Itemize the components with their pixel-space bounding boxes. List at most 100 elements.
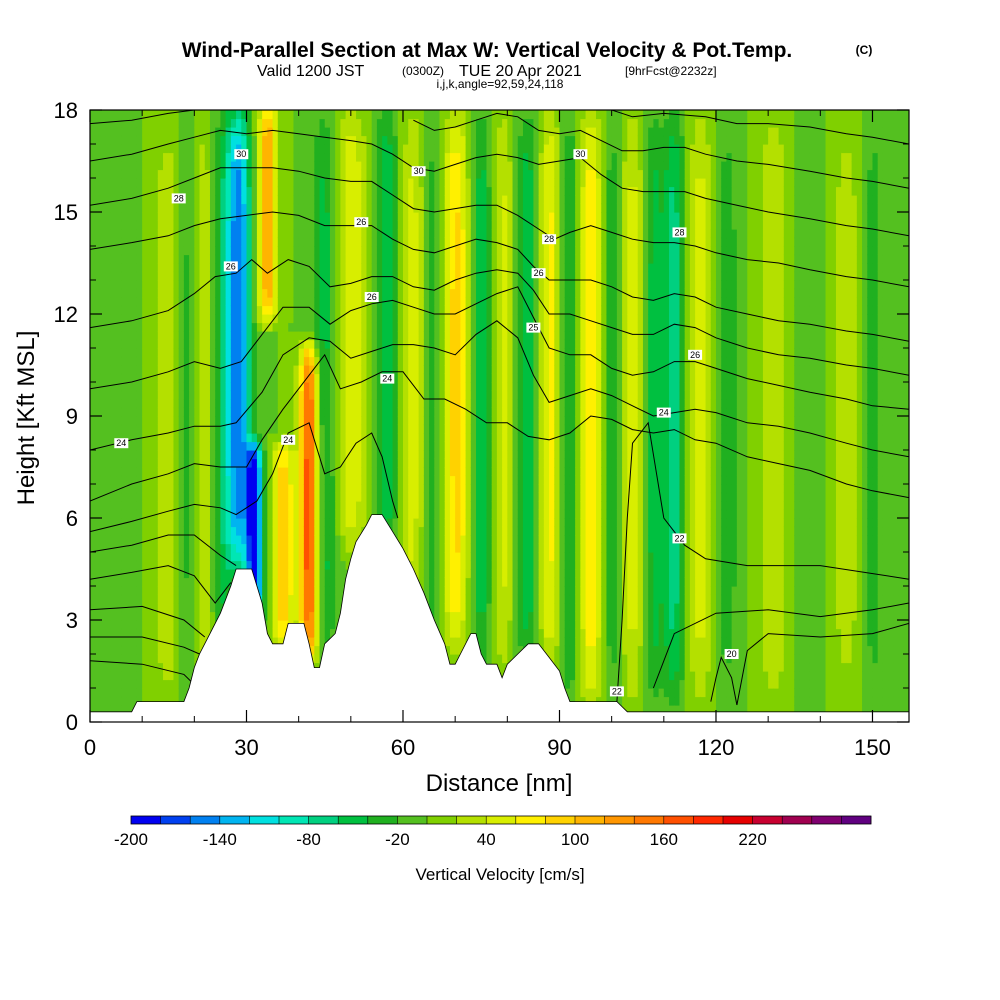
velocity-cell [100, 671, 107, 681]
velocity-cell [267, 458, 274, 468]
velocity-cell [189, 458, 195, 468]
velocity-cell [100, 229, 107, 239]
velocity-cell [366, 127, 373, 137]
velocity-cell [189, 237, 195, 247]
velocity-cell [324, 297, 331, 307]
velocity-cell [387, 509, 394, 519]
velocity-cell [397, 322, 404, 332]
velocity-cell [283, 220, 289, 230]
velocity-cell [189, 654, 195, 664]
velocity-cell [434, 280, 441, 290]
velocity-cell [246, 543, 253, 553]
velocity-cell [293, 305, 300, 315]
velocity-cell [126, 484, 133, 494]
velocity-cell [382, 331, 388, 341]
velocity-cell [157, 220, 164, 230]
velocity-cell [350, 365, 357, 375]
velocity-cell [152, 135, 159, 145]
velocity-cell [241, 424, 248, 434]
velocity-cell [444, 195, 451, 205]
velocity-cell [121, 628, 128, 638]
velocity-cell [397, 535, 404, 545]
velocity-cell [136, 348, 143, 358]
velocity-cell [163, 271, 169, 281]
velocity-cell [277, 339, 284, 349]
velocity-cell [121, 560, 128, 570]
velocity-cell [204, 144, 211, 154]
velocity-cell [392, 152, 399, 162]
velocity-cell [303, 603, 310, 613]
velocity-cell [423, 169, 430, 179]
velocity-cell [439, 356, 446, 366]
velocity-cell [319, 577, 326, 587]
velocity-cell [209, 144, 216, 154]
velocity-cell [209, 280, 216, 290]
velocity-cell [183, 552, 190, 562]
velocity-cell [329, 433, 336, 443]
velocity-cell [283, 178, 289, 188]
velocity-cell [230, 399, 237, 409]
velocity-cell [361, 305, 368, 315]
velocity-cell [116, 169, 122, 179]
velocity-cell [382, 135, 388, 145]
velocity-cell [423, 492, 430, 502]
velocity-cell [439, 220, 446, 230]
velocity-cell [408, 178, 415, 188]
velocity-cell [157, 662, 164, 672]
velocity-cell [303, 110, 310, 120]
velocity-cell [100, 280, 107, 290]
velocity-cell [298, 127, 305, 137]
velocity-cell [314, 186, 321, 196]
velocity-cell [429, 433, 435, 443]
velocity-cell [246, 280, 253, 290]
velocity-cell [110, 314, 117, 324]
velocity-cell [350, 161, 357, 171]
velocity-cell [429, 118, 435, 128]
velocity-cell [361, 254, 368, 264]
velocity-cell [262, 407, 268, 417]
velocity-cell [444, 263, 451, 273]
velocity-cell [418, 399, 425, 409]
velocity-cell [204, 356, 211, 366]
velocity-cell [272, 229, 279, 239]
velocity-cell [110, 586, 117, 596]
velocity-cell [204, 322, 211, 332]
velocity-cell [335, 407, 341, 417]
velocity-cell [95, 688, 102, 698]
velocity-cell [220, 560, 227, 570]
velocity-cell [293, 339, 300, 349]
velocity-cell [147, 322, 154, 332]
velocity-cell [356, 365, 362, 375]
velocity-cell [293, 518, 300, 528]
velocity-cell [340, 178, 347, 188]
velocity-cell [225, 433, 232, 443]
velocity-cell [189, 509, 195, 519]
velocity-cell [157, 399, 164, 409]
velocity-cell [110, 535, 117, 545]
velocity-cell [204, 560, 211, 570]
velocity-cell [199, 382, 206, 392]
velocity-cell [194, 212, 201, 222]
velocity-cell [105, 322, 112, 332]
velocity-cell [429, 416, 435, 426]
velocity-cell [387, 399, 394, 409]
velocity-cell [131, 492, 138, 502]
velocity-cell [230, 271, 237, 281]
velocity-cell [147, 161, 154, 171]
velocity-cell [215, 322, 222, 332]
velocity-cell [204, 348, 211, 358]
velocity-cell [126, 645, 133, 655]
velocity-cell [116, 509, 122, 519]
velocity-cell [256, 577, 263, 587]
velocity-cell [272, 526, 279, 536]
velocity-cell [178, 152, 185, 162]
velocity-cell [277, 246, 284, 256]
velocity-cell [95, 305, 102, 315]
velocity-cell [110, 705, 117, 715]
velocity-cell [126, 458, 133, 468]
velocity-cell [288, 373, 295, 383]
velocity-cell [116, 305, 122, 315]
velocity-cell [356, 331, 362, 341]
velocity-cell [335, 254, 341, 264]
velocity-cell [251, 441, 258, 451]
